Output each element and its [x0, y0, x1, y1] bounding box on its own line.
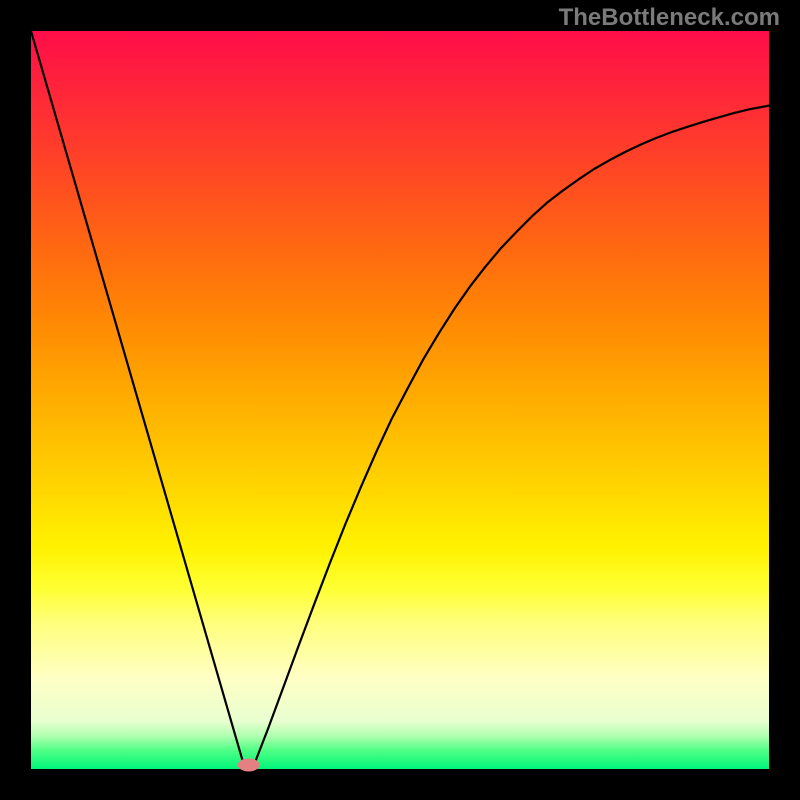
plot-area: [31, 31, 769, 769]
figure-frame: TheBottleneck.com: [0, 0, 800, 800]
watermark-text: TheBottleneck.com: [559, 4, 780, 32]
